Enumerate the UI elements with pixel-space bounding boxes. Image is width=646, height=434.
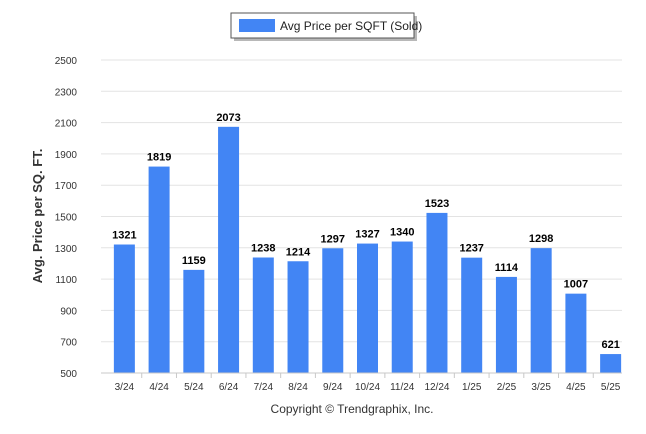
x-tick-label: 1/25: [462, 382, 482, 393]
bar-value-label: 1159: [182, 255, 206, 267]
bar-value-label: 1298: [529, 233, 553, 245]
x-tick-label: 12/24: [424, 382, 449, 393]
x-tick-label: 3/25: [531, 382, 551, 393]
y-tick-label: 1900: [55, 150, 78, 161]
x-tick-label: 9/24: [323, 382, 343, 393]
x-tick-label: 7/24: [254, 382, 274, 393]
bar: [287, 261, 309, 373]
bar: [218, 126, 240, 373]
y-tick-label: 700: [60, 338, 77, 349]
bar-value-label: 1214: [286, 246, 311, 258]
bar: [391, 241, 413, 373]
bar: [357, 243, 378, 373]
bar-value-label: 1114: [495, 262, 519, 274]
x-tick-label: 10/24: [355, 382, 380, 393]
bar-value-label: 1327: [355, 229, 379, 241]
x-tick-label: 11/24: [390, 382, 415, 393]
bar: [495, 276, 517, 373]
bar-value-label: 1238: [251, 243, 275, 255]
bar: [565, 293, 587, 373]
bar-value-label: 1523: [425, 198, 449, 210]
x-tick-label: 8/24: [288, 382, 308, 393]
bar: [148, 166, 170, 373]
bar: [113, 244, 135, 373]
bars: 1321 1819 1159 2073 1238 1214 1297 1327 1340 1523…: [112, 112, 622, 373]
bar-value-label: 2073: [216, 112, 240, 124]
bar-value-label: 1237: [459, 243, 483, 255]
x-tick-label: 4/25: [566, 382, 586, 393]
legend-label: Avg Price per SQFT (Sold): [280, 19, 422, 33]
y-tick-label: 900: [60, 306, 77, 317]
y-tick-label: 500: [60, 369, 77, 380]
y-tick-label: 1700: [55, 181, 78, 192]
x-tick-label: 5/25: [601, 382, 621, 393]
x-tick-label: 5/24: [184, 382, 204, 393]
bar-value-label: 1340: [390, 227, 414, 239]
legend: Avg Price per SQFT (Sold): [230, 12, 422, 41]
x-tick-label: 3/24: [115, 382, 135, 393]
y-axis-ticks: 2500 2300 2100 1900 1700 1500 1300 1100 900 700 50…: [55, 56, 78, 380]
bar: [461, 257, 483, 373]
bar: [426, 212, 448, 373]
bar-value-label: 1297: [321, 233, 345, 245]
bar-value-label: 1819: [147, 152, 171, 164]
y-tick-label: 1300: [55, 244, 78, 255]
y-tick-label: 2100: [55, 119, 78, 130]
bar: [183, 269, 205, 373]
bar: [322, 248, 344, 373]
copyright-text: Copyright © Trendgraphix, Inc.: [271, 402, 434, 416]
bar: [530, 248, 552, 373]
legend-swatch: [239, 19, 275, 32]
y-tick-label: 1500: [55, 213, 78, 224]
bar-value-label: 1007: [564, 279, 588, 291]
x-tick-label: 2/25: [497, 382, 517, 393]
y-tick-label: 2300: [55, 87, 78, 98]
bar-value-label: 621: [601, 339, 619, 351]
y-axis-label: Avg. Price per SQ. FT.: [30, 149, 45, 284]
bar: [252, 257, 274, 373]
bar: [600, 354, 622, 373]
x-tick-label: 6/24: [219, 382, 239, 393]
y-tick-label: 2500: [55, 56, 78, 67]
bar-value-label: 1321: [112, 230, 136, 242]
x-axis-ticks: 3/24 4/24 5/24 6/24 7/24 8/24 9/24 10/24 11/24 12…: [115, 373, 621, 393]
x-tick-label: 4/24: [149, 382, 169, 393]
y-tick-label: 1100: [55, 275, 77, 286]
